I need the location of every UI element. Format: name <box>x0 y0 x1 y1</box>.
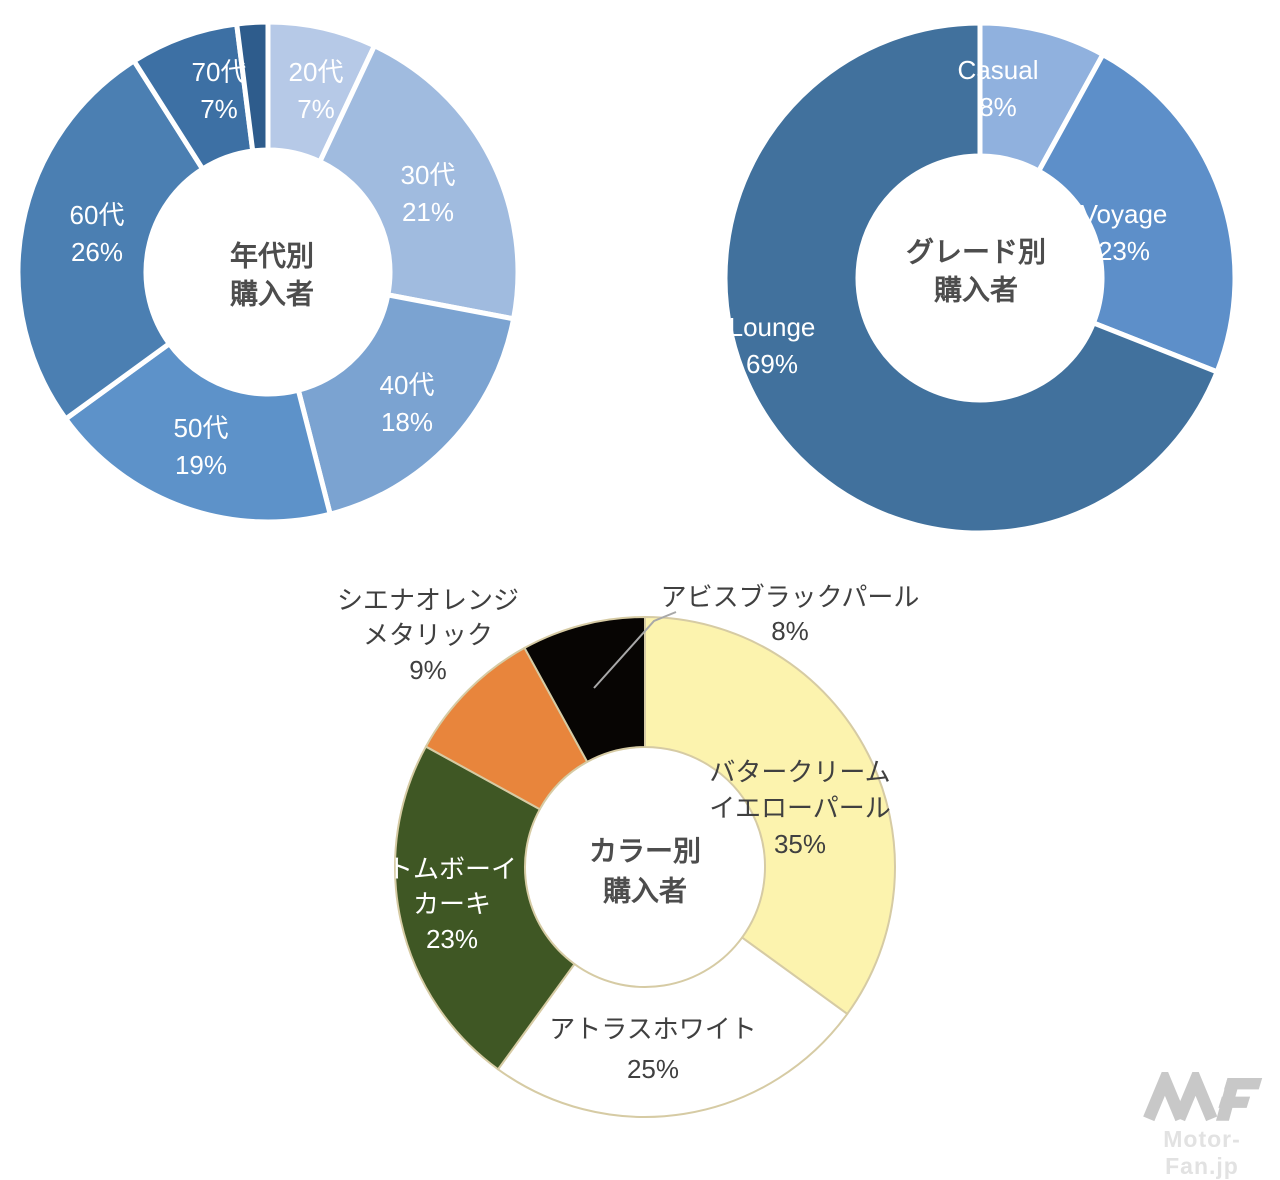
donut-slice-30代 <box>317 43 521 322</box>
slice-label-20代: 20代 <box>289 57 344 87</box>
slice-label-60代: 26% <box>71 237 123 267</box>
chart-age-donut: 20代 7% 30代 21% 40代 18% 50代 19% 60代 26% 70代 7% 年代別購入者 <box>10 10 530 530</box>
slice-label-シエナオレンジメタリック: 9% <box>409 655 447 685</box>
slice-label-アビスブラックパール: アビスブラックパール <box>661 582 920 612</box>
chart-color-donut: バタークリーム イエローパール 35% アトラスホワイト 25% トムボーイカーキ 23% シ… <box>337 573 919 1125</box>
slice-label-40代: 40代 <box>380 370 435 400</box>
slice-label-Casual: 8% <box>979 92 1017 122</box>
slice-label-アビスブラックパール: 8% <box>771 616 809 646</box>
slice-label-アトラスホワイト: アトラスホワイト <box>549 1014 756 1044</box>
donut-slice-40代 <box>295 292 517 517</box>
slice-label-Lounge: 69% <box>746 349 798 379</box>
slice-label-シエナオレンジメタリック: シエナオレンジ <box>337 585 519 615</box>
chart-grade-donut: Casual 8% Voyage 23% Lounge 69% グレード別購入者 <box>720 18 1244 542</box>
chart-title-color: 購入者 <box>603 876 687 907</box>
slice-label-トムボーイカーキ: トムボーイ <box>387 854 517 884</box>
slice-label-50代: 50代 <box>174 413 229 443</box>
donut-slice-Voyage <box>1036 52 1238 375</box>
donut-slice-other <box>234 19 271 154</box>
slice-label-アトラスホワイト: 25% <box>627 1054 679 1084</box>
slice-label-30代: 21% <box>402 197 454 227</box>
slice-label-50代: 19% <box>175 450 227 480</box>
slice-label-トムボーイカーキ: 23% <box>426 924 478 954</box>
donut-slice-アトラスホワイト <box>497 936 849 1118</box>
leader-line <box>593 611 677 689</box>
slice-label-シエナオレンジメタリック: メタリック <box>363 620 493 650</box>
chart-title-color: カラー別 <box>589 836 701 867</box>
chart-title-age: 購入者 <box>230 279 314 310</box>
slice-label-70代: 7% <box>200 94 238 124</box>
donut-slice-50代 <box>63 341 333 525</box>
watermark: Motor-Fan.jp <box>1130 1072 1274 1180</box>
donut-slice-アビスブラックパール <box>523 616 646 763</box>
slice-label-トムボーイカーキ: カーキ <box>413 889 491 919</box>
slice-label-Voyage: 23% <box>1098 236 1150 266</box>
donut-slice-トムボーイカーキ <box>394 745 576 1071</box>
slice-label-40代: 18% <box>381 407 433 437</box>
chart-title-age: 年代別 <box>230 240 314 272</box>
slice-label-バタークリームイエローパール: イエローパール <box>709 793 890 823</box>
slice-label-バタークリームイエローパール: バタークリーム <box>709 757 890 787</box>
slice-label-30代: 30代 <box>401 160 456 190</box>
chart-title-grade: グレード別 <box>906 237 1046 268</box>
slice-label-Casual: Casual <box>958 55 1039 85</box>
motor-fan-logo-icon <box>1143 1072 1263 1122</box>
donut-slice-60代 <box>15 58 206 422</box>
donut-slice-バタークリームイエローパール <box>644 616 896 1015</box>
slice-label-Voyage: Voyage <box>1081 199 1168 229</box>
watermark-text: Motor-Fan.jp <box>1163 1126 1241 1179</box>
slice-label-70代: 70代 <box>192 57 247 87</box>
slice-label-60代: 60代 <box>70 200 125 230</box>
slice-label-20代: 7% <box>297 94 335 124</box>
chart-title-grade: 購入者 <box>934 275 1018 306</box>
slice-label-Lounge: Lounge <box>729 312 816 342</box>
donut-slice-Lounge <box>722 20 1220 536</box>
slice-label-バタークリームイエローパール: 35% <box>774 829 826 859</box>
